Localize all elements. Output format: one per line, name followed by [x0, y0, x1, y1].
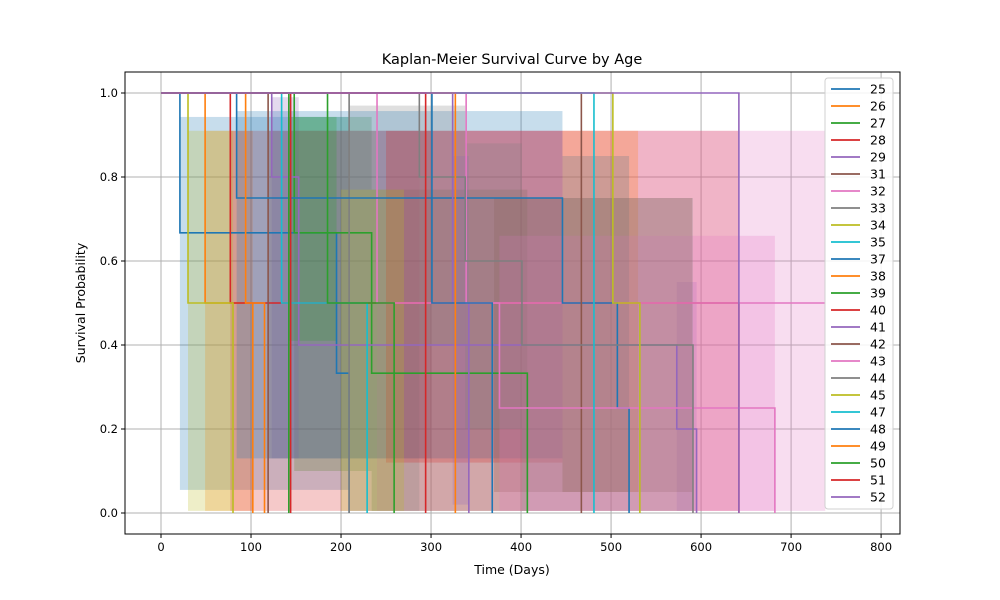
ci-band-33: [349, 105, 420, 511]
x-tick-label: 400: [510, 540, 532, 554]
ci-band-44: [521, 198, 693, 511]
ci-band-32: [377, 130, 826, 511]
legend-label: 37: [870, 252, 886, 267]
legend-label: 52: [870, 490, 886, 505]
chart-title: Kaplan-Meier Survival Curve by Age: [382, 52, 643, 68]
x-tick-label: 300: [420, 540, 442, 554]
ci-band-38: [562, 130, 639, 493]
y-tick-label: 1.0: [100, 86, 118, 100]
legend-label: 44: [870, 371, 886, 386]
x-tick-label: 800: [870, 540, 892, 554]
legend-label: 29: [870, 150, 886, 165]
ci-band-28: [230, 130, 739, 511]
y-tick-label: 0.4: [100, 338, 118, 352]
ci-band-27: [294, 116, 372, 471]
legend-label: 42: [870, 337, 886, 352]
legend-label: 27: [870, 116, 886, 131]
legend-label: 50: [870, 456, 886, 471]
x-tick-label: 600: [690, 540, 712, 554]
ci-band-44: [419, 105, 466, 345]
legend: 25 26 27 28 29 31 32 33 34 35 37 38 39 40 41 42 43 44 45 47…: [824, 77, 894, 510]
legend-label: 45: [870, 388, 886, 403]
y-axis-label: Survival Probability: [73, 242, 88, 363]
legend-label: 40: [870, 303, 886, 318]
legend-label: 28: [870, 133, 886, 148]
legend-label: 25: [870, 82, 886, 97]
survival-curve-44: [161, 92, 694, 513]
axes-frame: [124, 71, 901, 535]
legend-label: 49: [870, 439, 886, 454]
legend-label: 41: [870, 320, 886, 335]
axis-ticks: 0 100 200 300 400 500 600 700 800 0.0 0.2 0.4 0.6 0.8…: [100, 86, 892, 554]
legend-label: 39: [870, 286, 886, 301]
legend-label: 48: [870, 422, 886, 437]
ci-band-27: [371, 189, 528, 511]
x-tick-label: 500: [600, 540, 622, 554]
y-tick-label: 0.0: [100, 506, 118, 520]
survival-curves: [161, 92, 826, 513]
x-tick-label: 700: [780, 540, 802, 554]
ci-band-39: [288, 116, 337, 341]
ci-band-43: [499, 235, 775, 511]
legend-label: 38: [870, 269, 886, 284]
legend-label: 43: [870, 354, 886, 369]
legend-label: 35: [870, 235, 886, 250]
legend-label: 33: [870, 201, 886, 216]
legend-label: 47: [870, 405, 886, 420]
ci-band-44: [465, 143, 522, 429]
confidence-bands: [179, 97, 826, 511]
x-tick-label: 0: [157, 540, 164, 554]
y-tick-label: 0.6: [100, 254, 118, 268]
legend-label: 32: [870, 184, 886, 199]
x-tick-label: 200: [330, 540, 352, 554]
legend-label: 51: [870, 473, 886, 488]
survival-curve-29: [161, 92, 698, 513]
x-tick-label: 100: [240, 540, 262, 554]
legend-label: 34: [870, 218, 886, 233]
y-tick-label: 0.2: [100, 422, 118, 436]
legend-label: 31: [870, 167, 886, 182]
survival-curve-52: [161, 92, 740, 513]
ci-band-29: [676, 282, 697, 511]
legend-label: 26: [870, 99, 886, 114]
ci-band-34: [188, 130, 234, 511]
x-axis-label: Time (Days): [473, 562, 550, 577]
y-tick-label: 0.8: [100, 170, 118, 184]
